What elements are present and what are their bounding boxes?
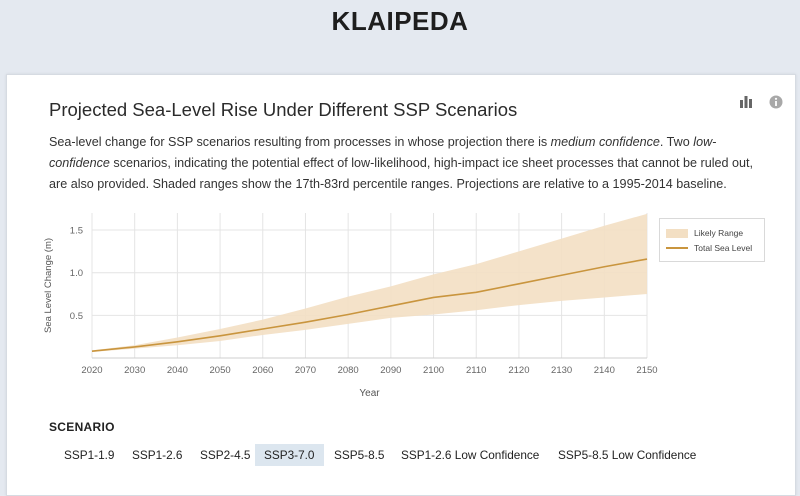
x-tick-label: 2070 bbox=[295, 365, 316, 376]
y-tick-label: 1.0 bbox=[70, 268, 83, 279]
x-axis-title: Year bbox=[359, 388, 380, 399]
desc-text-3: scenarios, indicating the potential effe… bbox=[49, 156, 754, 191]
legend-band-label: Likely Range bbox=[694, 228, 744, 238]
scenario-tab-ssp1-2-6[interactable]: SSP1-2.6 bbox=[132, 448, 183, 462]
legend-item-likely-range[interactable]: Likely Range bbox=[666, 227, 743, 239]
x-tick-label: 2040 bbox=[167, 365, 188, 376]
scenario-tab-ssp5-8-5[interactable]: SSP5-8.5 bbox=[334, 448, 385, 462]
x-tick-label: 2060 bbox=[252, 365, 273, 376]
chart-legend: Likely Range Total Sea Level bbox=[659, 218, 765, 262]
legend-band-swatch bbox=[666, 228, 688, 238]
legend-line-label: Total Sea Level bbox=[694, 243, 753, 253]
x-tick-label: 2100 bbox=[423, 365, 444, 376]
x-tick-label: 2080 bbox=[338, 365, 359, 376]
desc-text-2: . Two bbox=[659, 135, 694, 149]
x-tick-label: 2130 bbox=[551, 365, 572, 376]
scenario-tab-ssp2-4-5[interactable]: SSP2-4.5 bbox=[200, 448, 251, 462]
sea-level-chart: 2020 2030 2040 2050 2060 2070 2080 2090 2100 2110… bbox=[37, 210, 777, 410]
scenario-tab-ssp1-2-6-low-confidence[interactable]: SSP1-2.6 Low Confidence bbox=[401, 448, 540, 462]
legend-item-total-sea-level[interactable]: Total Sea Level bbox=[666, 242, 752, 254]
total-sea-level-line bbox=[91, 258, 648, 352]
x-tick-label: 2090 bbox=[380, 365, 401, 376]
scenario-heading: SCENARIO bbox=[49, 420, 115, 434]
y-axis-title: Sea Level Change (m) bbox=[43, 238, 54, 333]
desc-emphasis-medium: medium confidence bbox=[550, 135, 660, 149]
scenario-tab-ssp1-1-9[interactable]: SSP1-1.9 bbox=[64, 448, 115, 462]
card-description: Sea-level change for SSP scenarios resul… bbox=[49, 132, 769, 195]
chart-svg: 2020 2030 2040 2050 2060 2070 2080 2090 2100 2110… bbox=[43, 213, 658, 399]
legend-line-swatch bbox=[666, 247, 688, 249]
x-tick-label: 2110 bbox=[466, 365, 486, 376]
sea-level-card: Projected Sea-Level Rise Under Different… bbox=[6, 74, 796, 496]
likely-range-band bbox=[92, 213, 647, 353]
info-icon[interactable] bbox=[769, 95, 783, 109]
x-tick-label: 2140 bbox=[594, 365, 615, 376]
page-title: KLAIPEDA bbox=[331, 6, 469, 36]
x-tick-label: 2150 bbox=[636, 365, 657, 376]
desc-emphasis-low: low-confidence bbox=[49, 135, 717, 170]
y-tick-label: 0.5 bbox=[70, 311, 83, 322]
y-tick-label: 1.5 bbox=[70, 226, 83, 237]
desc-text-1: Sea-level change for SSP scenarios resul… bbox=[49, 135, 551, 149]
x-tick-label: 2120 bbox=[508, 365, 529, 376]
scenario-tab-ssp5-8-5-low-confidence[interactable]: SSP5-8.5 Low Confidence bbox=[558, 448, 697, 462]
card-title: Projected Sea-Level Rise Under Different… bbox=[49, 99, 518, 120]
scenario-tab-ssp3-7-0[interactable]: SSP3-7.0 bbox=[255, 444, 324, 466]
bar-chart-icon[interactable] bbox=[739, 95, 753, 109]
x-tick-label: 2030 bbox=[124, 365, 145, 376]
x-tick-label: 2020 bbox=[81, 365, 102, 376]
x-tick-label: 2050 bbox=[210, 365, 231, 376]
